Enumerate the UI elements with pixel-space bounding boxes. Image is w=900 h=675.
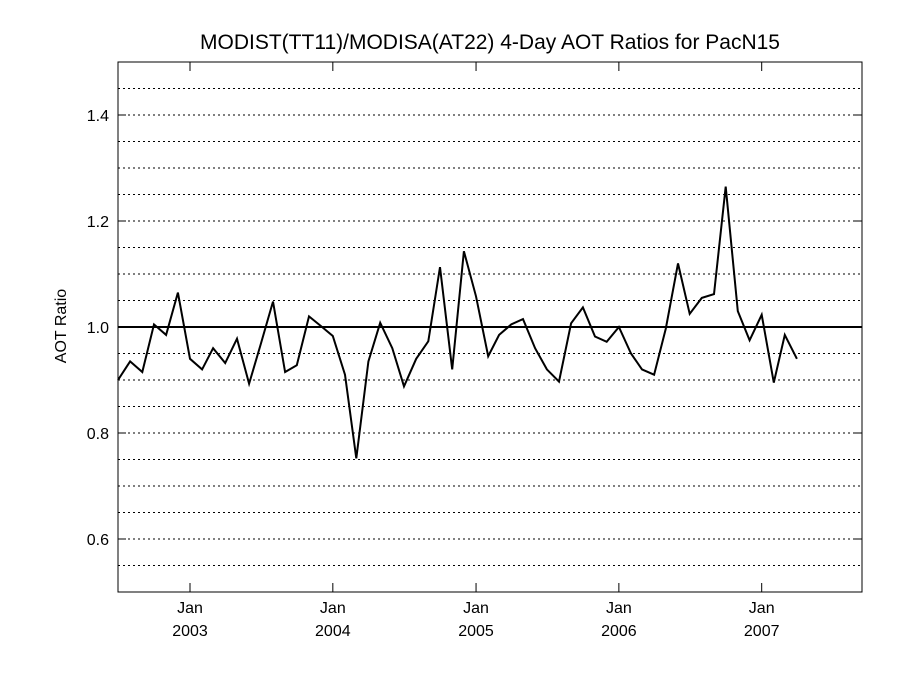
x-tick-year-label: 2006 [601,623,637,640]
x-tick-month-label: Jan [320,600,346,617]
y-tick-label: 0.6 [87,532,109,549]
y-axis-label: AOT Ratio [53,289,70,364]
x-tick-month-label: Jan [177,600,203,617]
y-tick-label: 1.2 [87,214,109,231]
x-tick-year-label: 2003 [172,623,208,640]
y-tick-label: 1.0 [87,320,109,337]
y-tick-label: 0.8 [87,426,109,443]
series-line [117,186,798,459]
x-axis-ticks: Jan 2003 Jan 2004 Jan 2005 Jan 2006 Jan 2007 [172,62,780,640]
x-tick-year-label: 2005 [458,623,494,640]
x-tick-year-label: 2004 [315,623,351,640]
x-tick-month-label: Jan [463,600,489,617]
y-axis-ticks: 0.6 0.8 1.0 1.2 1.4 [87,108,862,549]
x-tick-year-label: 2007 [744,623,780,640]
chart-title: MODIST(TT11)/MODISA(AT22) 4-Day AOT Rati… [200,31,780,54]
x-tick-month-label: Jan [606,600,632,617]
series-group [117,186,798,459]
x-tick-month-label: Jan [749,600,775,617]
y-tick-label: 1.4 [87,108,109,125]
